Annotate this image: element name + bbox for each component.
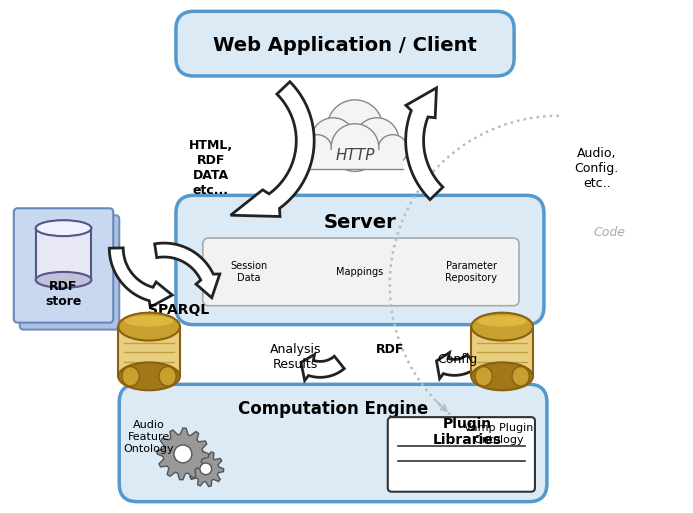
Text: SPARQL: SPARQL bbox=[148, 303, 209, 317]
Circle shape bbox=[302, 135, 332, 165]
Circle shape bbox=[331, 124, 379, 171]
FancyBboxPatch shape bbox=[14, 208, 113, 323]
Ellipse shape bbox=[36, 220, 91, 236]
Ellipse shape bbox=[471, 313, 533, 341]
Text: Audio
Feature
Ontology: Audio Feature Ontology bbox=[124, 421, 175, 453]
Ellipse shape bbox=[477, 315, 527, 327]
Text: Config.: Config. bbox=[437, 353, 482, 366]
FancyBboxPatch shape bbox=[119, 327, 180, 377]
Text: Web Application / Client: Web Application / Client bbox=[213, 35, 477, 55]
Circle shape bbox=[174, 445, 192, 463]
Circle shape bbox=[327, 100, 383, 155]
Circle shape bbox=[200, 463, 211, 475]
Text: RDF
store: RDF store bbox=[45, 280, 82, 308]
Text: Mappings: Mappings bbox=[336, 267, 383, 277]
Circle shape bbox=[355, 118, 398, 162]
FancyBboxPatch shape bbox=[388, 417, 535, 492]
Bar bbox=[307, 150, 403, 169]
Ellipse shape bbox=[159, 367, 176, 386]
Polygon shape bbox=[231, 82, 314, 216]
Ellipse shape bbox=[125, 315, 174, 327]
Polygon shape bbox=[155, 243, 220, 298]
Text: HTTP: HTTP bbox=[335, 148, 375, 163]
Text: Code: Code bbox=[594, 226, 626, 239]
Text: RDF: RDF bbox=[376, 343, 404, 356]
FancyBboxPatch shape bbox=[176, 195, 544, 325]
FancyBboxPatch shape bbox=[176, 11, 514, 76]
Text: Audio,
Config.
etc..: Audio, Config. etc.. bbox=[574, 147, 619, 190]
FancyBboxPatch shape bbox=[203, 238, 519, 306]
Text: Plugin
Libraries: Plugin Libraries bbox=[433, 417, 502, 447]
Polygon shape bbox=[157, 428, 209, 480]
Text: Analysis
Results: Analysis Results bbox=[270, 343, 321, 371]
Ellipse shape bbox=[36, 272, 91, 288]
Ellipse shape bbox=[122, 367, 139, 386]
FancyBboxPatch shape bbox=[20, 215, 119, 329]
Ellipse shape bbox=[119, 313, 180, 341]
Text: Vamp Plugin
Ontology: Vamp Plugin Ontology bbox=[464, 423, 534, 445]
Polygon shape bbox=[437, 352, 477, 379]
Text: Parameter
Repository: Parameter Repository bbox=[446, 261, 498, 283]
Text: Computation Engine: Computation Engine bbox=[238, 400, 428, 418]
FancyBboxPatch shape bbox=[119, 384, 547, 502]
Ellipse shape bbox=[512, 367, 529, 386]
Text: Server: Server bbox=[324, 213, 396, 232]
Text: HTML,
RDF
DATA
etc...: HTML, RDF DATA etc... bbox=[188, 140, 233, 198]
Ellipse shape bbox=[475, 367, 492, 386]
Text: Session
Data: Session Data bbox=[230, 261, 267, 283]
FancyBboxPatch shape bbox=[471, 327, 533, 377]
Circle shape bbox=[311, 118, 355, 162]
Ellipse shape bbox=[471, 362, 533, 390]
Bar bbox=[36, 228, 91, 280]
Circle shape bbox=[378, 135, 407, 165]
Ellipse shape bbox=[119, 362, 180, 390]
Polygon shape bbox=[301, 354, 344, 381]
Polygon shape bbox=[405, 88, 443, 200]
Polygon shape bbox=[109, 248, 173, 307]
Polygon shape bbox=[188, 451, 224, 486]
